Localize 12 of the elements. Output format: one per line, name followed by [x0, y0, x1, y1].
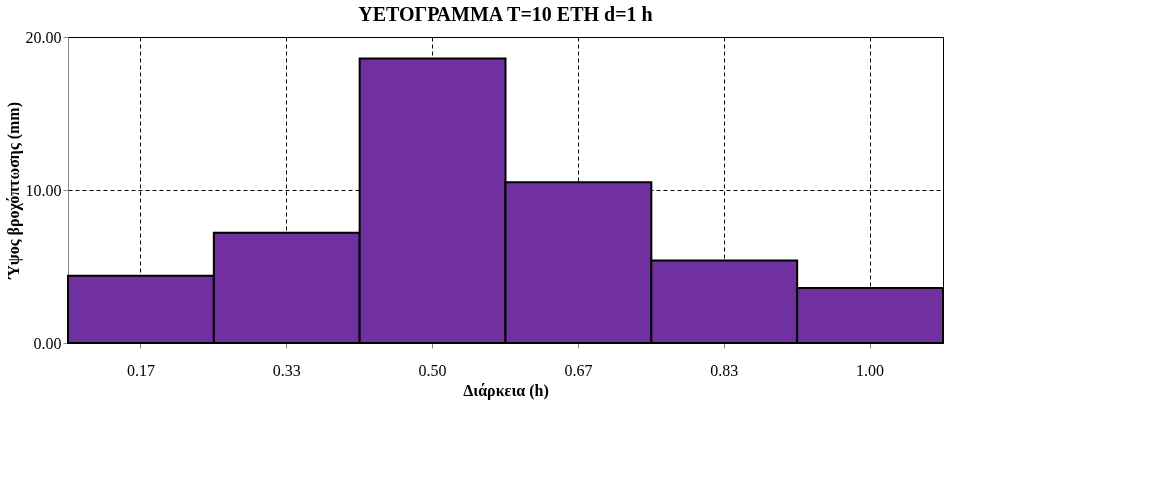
y-tick-label: 20.00 — [25, 28, 62, 46]
x-axis-title: Διάρκεια (h) — [463, 381, 549, 400]
x-tick-label: 0.33 — [272, 361, 301, 379]
x-tick-label: 0.50 — [418, 361, 447, 379]
chart-title: ΥΕΤΟΓΡΑΜΜΑ T=10 ΕΤΗ d=1 h — [358, 3, 653, 25]
x-tick-label: 1.00 — [856, 361, 885, 379]
y-axis-title: Ύψος βροχόπτωσης (mm) — [4, 101, 23, 281]
y-tick-label: 10.00 — [25, 181, 62, 199]
y-tick-label: 0.00 — [33, 334, 62, 352]
x-tick-label: 0.67 — [564, 361, 593, 379]
x-tick-label: 0.17 — [126, 361, 155, 379]
x-tick-label: 0.83 — [710, 361, 739, 379]
